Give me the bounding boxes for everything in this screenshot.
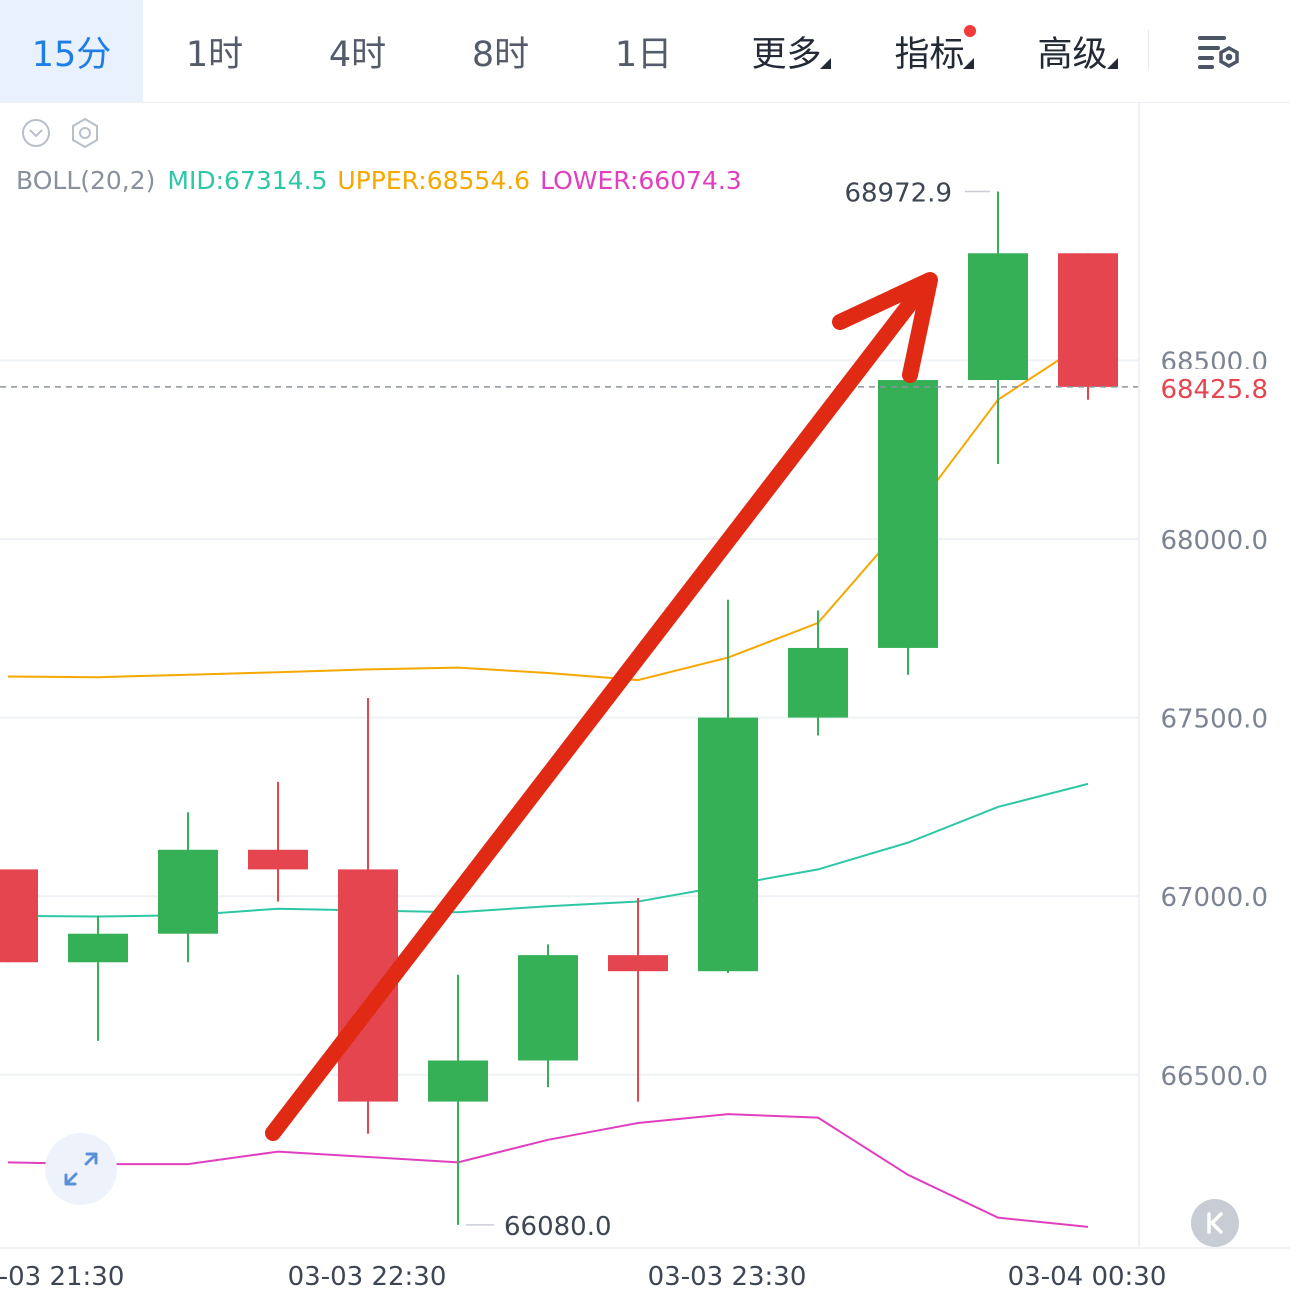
tab-1d[interactable]: 1日 xyxy=(572,0,715,102)
tab-label: 4时 xyxy=(328,34,387,75)
candle-up xyxy=(968,191,1028,464)
current-price-label: 68425.8 xyxy=(1160,375,1268,405)
y-tick-label: 67000.0 xyxy=(1160,883,1268,913)
candle-body xyxy=(158,849,218,934)
dropdown-triangle-icon xyxy=(820,58,831,69)
tab-4h[interactable]: 4时 xyxy=(286,0,429,102)
candle-down xyxy=(1058,253,1118,400)
candle-up xyxy=(698,599,758,973)
x-tick-label: 03-04 00:30 xyxy=(1008,1262,1167,1292)
candle-down xyxy=(248,781,308,902)
candle-body xyxy=(428,1060,488,1102)
boll-lower: LOWER:66074.3 xyxy=(540,166,742,195)
expand-chart-button[interactable] xyxy=(45,1133,117,1205)
boll-name: BOLL(20,2) xyxy=(16,166,156,195)
candle-up xyxy=(68,915,128,1041)
y-tick-label: 67500.0 xyxy=(1160,705,1268,735)
x-tick-label: 03-03 22:30 xyxy=(288,1262,447,1292)
candle-body xyxy=(968,253,1028,381)
candle-body xyxy=(0,869,38,963)
candle-body xyxy=(68,933,128,963)
candle-down xyxy=(338,697,398,1134)
tab-label: 更多 xyxy=(751,34,822,75)
candle-body xyxy=(248,849,308,870)
low-price-label: 66080.0 xyxy=(504,1212,612,1242)
notification-dot xyxy=(964,25,976,37)
tab-label: 1日 xyxy=(614,34,673,75)
tab-label: 15分 xyxy=(31,34,112,75)
boll-mid: MID:67314.5 xyxy=(167,166,328,195)
candle-up xyxy=(878,380,938,675)
tab-15m[interactable]: 15分 xyxy=(0,0,143,102)
candle-down xyxy=(608,897,668,1102)
candle-body xyxy=(788,647,848,718)
dropdown-triangle-icon xyxy=(963,58,974,69)
candle-body xyxy=(608,955,668,972)
boll-legend: BOLL(20,2) MID:67314.5 UPPER:68554.6 LOWER:… xyxy=(16,166,752,195)
current-price-tag xyxy=(1140,368,1290,405)
tab-1h[interactable]: 1时 xyxy=(143,0,286,102)
y-tick-label: 66500.0 xyxy=(1160,1062,1268,1092)
tab-label: 8时 xyxy=(471,34,530,75)
annotation-arrow-shaft xyxy=(265,275,934,1141)
x-tick-label: 03-03 21:30 xyxy=(0,1262,124,1292)
boll-lower-line xyxy=(7,1113,1089,1228)
y-tick-label: 68000.0 xyxy=(1160,526,1268,556)
tab-indicators[interactable]: 指标 xyxy=(858,0,1001,102)
candle-body xyxy=(698,717,758,972)
skip-to-end-icon xyxy=(1207,1212,1223,1234)
candle-up xyxy=(788,610,848,736)
tab-8h[interactable]: 8时 xyxy=(429,0,572,102)
tab-label: 高级 xyxy=(1037,34,1108,75)
candle-body xyxy=(1058,253,1118,387)
candle-up xyxy=(158,812,218,963)
tab-more[interactable]: 更多 xyxy=(715,0,858,102)
candle-up xyxy=(518,944,578,1088)
timeframe-tab-bar: 15分 1时 4时 8时 1日 更多 指标 高级 xyxy=(0,0,1290,103)
tab-label: 1时 xyxy=(185,34,244,75)
candle-up xyxy=(428,974,488,1225)
expand-arrows-icon xyxy=(64,1152,98,1186)
candle-body xyxy=(518,955,578,1061)
boll-upper: UPPER:68554.6 xyxy=(337,166,531,195)
annotation-arrow-head xyxy=(832,272,938,383)
high-price-label: 68972.9 xyxy=(844,178,952,208)
dropdown-triangle-icon xyxy=(1107,58,1118,69)
candle-body xyxy=(878,380,938,648)
candle-down xyxy=(0,869,38,963)
tab-advanced[interactable]: 高级 xyxy=(1001,0,1144,102)
chevron-down-icon[interactable] xyxy=(20,117,52,149)
jump-to-latest-button[interactable] xyxy=(1191,1199,1239,1247)
hexagon-settings-icon[interactable] xyxy=(68,116,102,150)
tab-label: 指标 xyxy=(894,34,965,75)
chart-settings-icon[interactable] xyxy=(1196,33,1242,71)
x-tick-label: 03-03 23:30 xyxy=(648,1262,807,1292)
divider xyxy=(1148,30,1149,70)
